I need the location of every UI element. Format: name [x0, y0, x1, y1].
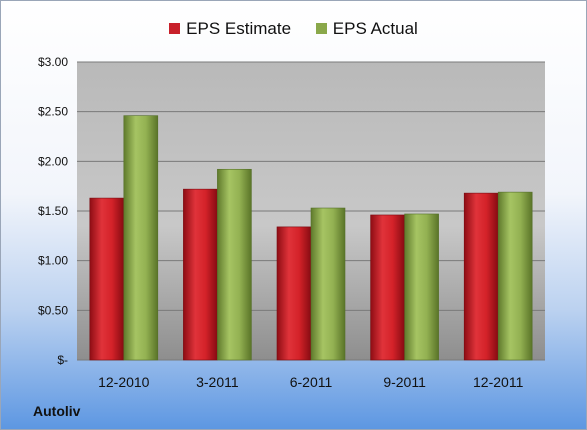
- x-tick-label: 6-2011: [290, 374, 333, 390]
- bar-estimate: [463, 192, 499, 361]
- legend-item-actual: EPS Actual: [315, 19, 418, 39]
- y-tick-label: $1.00: [38, 254, 68, 268]
- y-tick-label: $2.50: [38, 105, 68, 119]
- y-tick-label: $1.50: [38, 204, 68, 218]
- legend-item-estimate: EPS Estimate: [169, 19, 291, 39]
- x-tick-label: 12-2010: [98, 374, 150, 390]
- company-name: Autoliv: [33, 403, 81, 419]
- x-tick-label: 12-2011: [473, 374, 524, 390]
- y-tick-label: $0.50: [38, 303, 68, 317]
- y-tick-label: $-: [57, 353, 68, 367]
- bar-actual: [310, 207, 346, 361]
- bar-estimate: [276, 226, 312, 361]
- chart-legend: EPS Estimate EPS Actual: [1, 19, 586, 39]
- legend-swatch-estimate: [169, 23, 181, 34]
- legend-label-actual: EPS Actual: [332, 19, 418, 38]
- legend-swatch-actual: [315, 23, 327, 34]
- y-tick-label: $2.00: [38, 154, 68, 168]
- legend-label-estimate: EPS Estimate: [186, 19, 292, 38]
- bar-actual: [217, 168, 252, 361]
- x-tick-label: 3-2011: [196, 374, 239, 390]
- bar-actual: [123, 115, 159, 361]
- y-tick-label: $3.00: [38, 55, 68, 69]
- bar-actual: [404, 213, 439, 361]
- bar-estimate: [370, 214, 405, 361]
- bar-actual: [497, 191, 533, 361]
- bar-estimate: [183, 188, 218, 361]
- x-tick-label: 9-2011: [383, 374, 426, 390]
- bar-estimate: [89, 197, 125, 361]
